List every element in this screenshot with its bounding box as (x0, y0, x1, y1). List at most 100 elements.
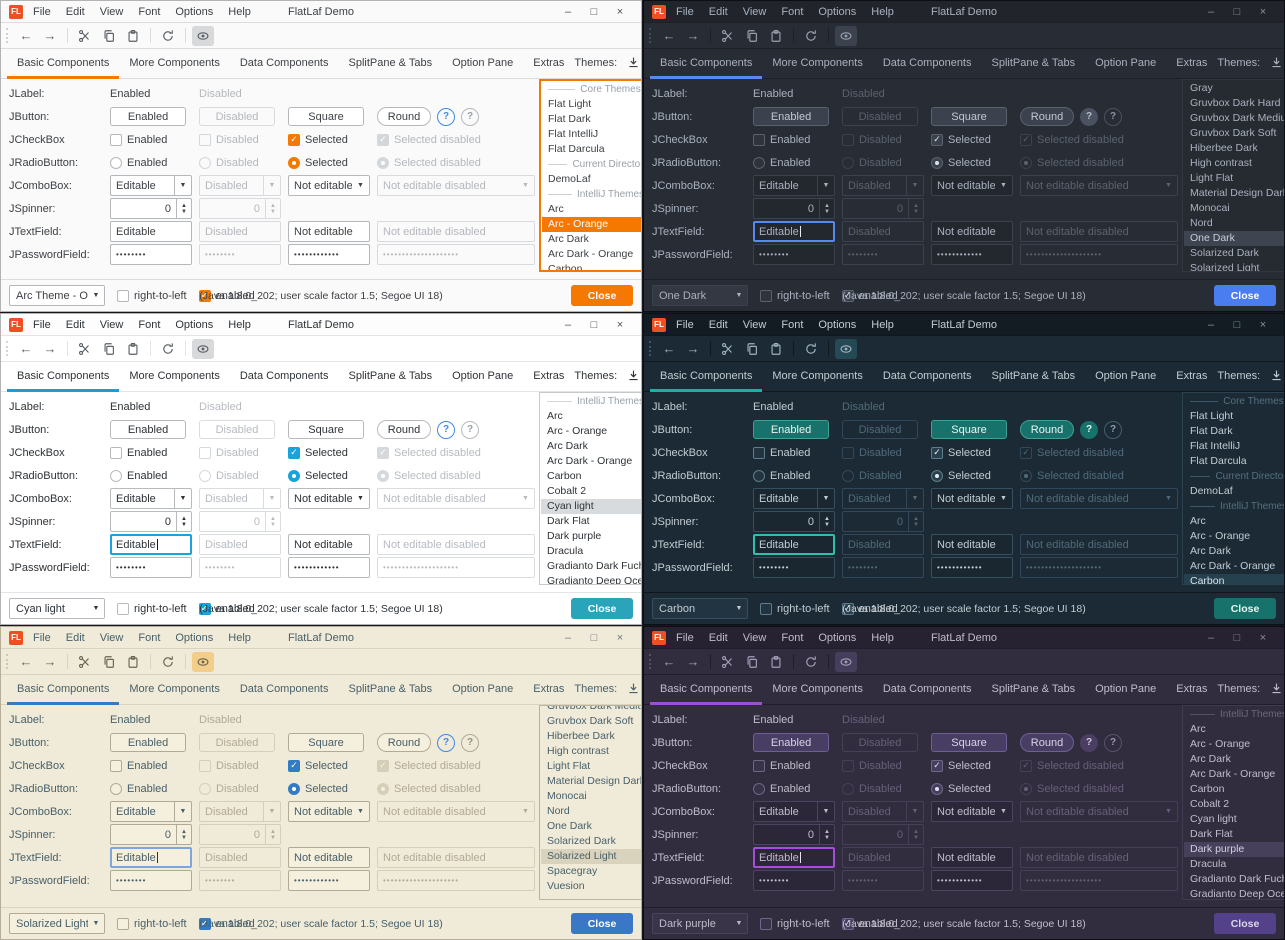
theme-list-item[interactable]: Cobalt 2 (547, 485, 587, 497)
theme-list-item[interactable]: Carbon (1190, 783, 1225, 795)
theme-combo[interactable]: Cyan light ▼ (9, 598, 105, 619)
passwordfield[interactable]: •••••••• (110, 244, 192, 265)
theme-list-item[interactable]: Dark Flat (1190, 828, 1233, 840)
back-button[interactable]: ← (15, 652, 37, 672)
spinner-arrows-icon[interactable]: ▲ ▼ (176, 825, 191, 844)
round-button[interactable]: Round (1020, 107, 1074, 126)
enabled-checkbox[interactable]: enabled (198, 602, 255, 615)
tab-basic-components[interactable]: Basic Components (650, 49, 763, 79)
tab-option-pane[interactable]: Option Pane (1095, 682, 1157, 695)
passwordfield[interactable]: •••••••• (110, 557, 192, 578)
enabled-button[interactable]: Enabled (110, 733, 186, 752)
theme-list[interactable]: Gruvbox Dark Medium Gruvbox Dark Soft Hibe… (539, 705, 641, 900)
theme-list-item[interactable]: Gruvbox Dark Soft (547, 715, 634, 727)
theme-list-item[interactable]: Nord (547, 805, 570, 817)
minimize-button[interactable]: – (1207, 631, 1215, 644)
radio-enabled[interactable]: Enabled (753, 777, 835, 800)
tab-splitpane-tabs[interactable]: SplitPane & Tabs (348, 56, 433, 69)
theme-list-item[interactable]: Arc (1190, 723, 1206, 735)
refresh-button[interactable] (157, 26, 179, 46)
textfield-not-editable[interactable]: Not editable (931, 534, 1013, 555)
checkbox-selected[interactable]: Selected (288, 441, 370, 464)
enabled-checkbox[interactable]: enabled (841, 917, 898, 930)
forward-button[interactable]: → (682, 26, 704, 46)
radio-selected[interactable]: Selected (931, 464, 1013, 487)
square-button[interactable]: Square (288, 107, 364, 126)
spinner[interactable]: 0 ▲ ▼ (110, 511, 192, 532)
passwordfield-not-editable[interactable]: •••••••••••• (288, 557, 370, 578)
minimize-button[interactable]: – (1207, 318, 1215, 331)
theme-list-item[interactable]: Flat Darcula (1190, 455, 1247, 467)
theme-list-item[interactable]: Light Flat (547, 760, 591, 772)
theme-list[interactable]: IntelliJ Themes Arc Arc - Orange Arc Dark Ar… (539, 392, 641, 585)
theme-list-item[interactable]: Arc (547, 410, 563, 422)
theme-list-item[interactable]: One Dark (547, 820, 592, 832)
theme-list-item[interactable]: Gray (1190, 82, 1213, 94)
radio-enabled[interactable]: Enabled (110, 151, 192, 174)
theme-combo[interactable]: Dark purple ▼ (652, 913, 748, 934)
combobox-editable[interactable]: Editable ▼ (110, 175, 192, 196)
back-button[interactable]: ← (658, 652, 680, 672)
enabled-button[interactable]: Enabled (753, 420, 829, 439)
forward-button[interactable]: → (39, 652, 61, 672)
menu-help[interactable]: Help (228, 5, 251, 18)
theme-list-item[interactable]: DemoLaf (1190, 485, 1233, 497)
show-hover-toggle-button[interactable] (835, 338, 857, 359)
checkbox-selected[interactable]: Selected (931, 128, 1013, 151)
spinner[interactable]: 0 ▲ ▼ (753, 198, 835, 219)
theme-list-item[interactable]: Solarized Dark (547, 835, 616, 847)
spinner-arrows-icon[interactable]: ▲ ▼ (819, 825, 834, 844)
tab-option-pane[interactable]: Option Pane (452, 682, 514, 695)
cut-button[interactable] (74, 339, 96, 359)
theme-list-item[interactable]: Flat Dark (1190, 425, 1233, 437)
enabled-checkbox[interactable]: enabled (198, 917, 255, 930)
checkbox-enabled[interactable]: Enabled (753, 754, 835, 777)
menu-options[interactable]: Options (175, 5, 214, 18)
round-button[interactable]: Round (1020, 420, 1074, 439)
theme-list-item[interactable]: Arc - Orange (547, 425, 608, 437)
enabled-checkbox[interactable]: enabled (841, 602, 898, 615)
download-theme-button[interactable] (1268, 368, 1284, 384)
spinner[interactable]: 0 ▲ ▼ (753, 824, 835, 845)
tab-data-components[interactable]: Data Components (239, 56, 329, 69)
tab-basic-components[interactable]: Basic Components (650, 362, 763, 392)
menu-file[interactable]: File (33, 5, 51, 18)
menu-view[interactable]: View (742, 631, 767, 644)
combobox-editable[interactable]: Editable ▼ (753, 801, 835, 822)
rtl-checkbox[interactable]: right-to-left (760, 917, 830, 930)
theme-list-item[interactable]: Gruvbox Dark Medium (1190, 112, 1285, 124)
menu-options[interactable]: Options (818, 631, 857, 644)
maximize-button[interactable]: □ (1233, 631, 1241, 644)
combobox-editable[interactable]: Editable ▼ (110, 488, 192, 509)
tab-data-components[interactable]: Data Components (882, 369, 972, 382)
checkbox-enabled[interactable]: Enabled (110, 128, 192, 151)
paste-button[interactable] (765, 652, 787, 672)
theme-list-item[interactable]: Dark purple (547, 530, 602, 542)
combobox-not-editable[interactable]: Not editable ▼ (288, 175, 370, 196)
tab-more-components[interactable]: More Components (129, 682, 220, 695)
cut-button[interactable] (717, 26, 739, 46)
help-button[interactable]: ? (437, 733, 455, 752)
window-close-button[interactable]: × (1259, 5, 1267, 18)
refresh-button[interactable] (800, 339, 822, 359)
back-button[interactable]: ← (15, 339, 37, 359)
show-hover-toggle-button[interactable] (835, 651, 857, 672)
rtl-checkbox[interactable]: right-to-left (117, 289, 187, 302)
radio-selected[interactable]: Selected (288, 777, 370, 800)
textfield-not-editable[interactable]: Not editable (931, 221, 1013, 242)
textfield-not-editable[interactable]: Not editable (931, 847, 1013, 868)
tab-extras[interactable]: Extras (1176, 56, 1208, 69)
enabled-checkbox[interactable]: enabled (841, 289, 898, 302)
help-button[interactable]: ? (1080, 107, 1098, 126)
help-button-secondary[interactable]: ? (1104, 420, 1122, 439)
minimize-button[interactable]: – (564, 318, 572, 331)
back-button[interactable]: ← (658, 339, 680, 359)
forward-button[interactable]: → (39, 26, 61, 46)
menu-font[interactable]: Font (138, 631, 161, 644)
radio-selected[interactable]: Selected (288, 151, 370, 174)
textfield-editable[interactable]: Editable (110, 847, 192, 868)
back-button[interactable]: ← (658, 26, 680, 46)
tab-basic-components[interactable]: Basic Components (7, 49, 120, 79)
textfield-not-editable[interactable]: Not editable (288, 221, 370, 242)
menu-options[interactable]: Options (818, 5, 857, 18)
